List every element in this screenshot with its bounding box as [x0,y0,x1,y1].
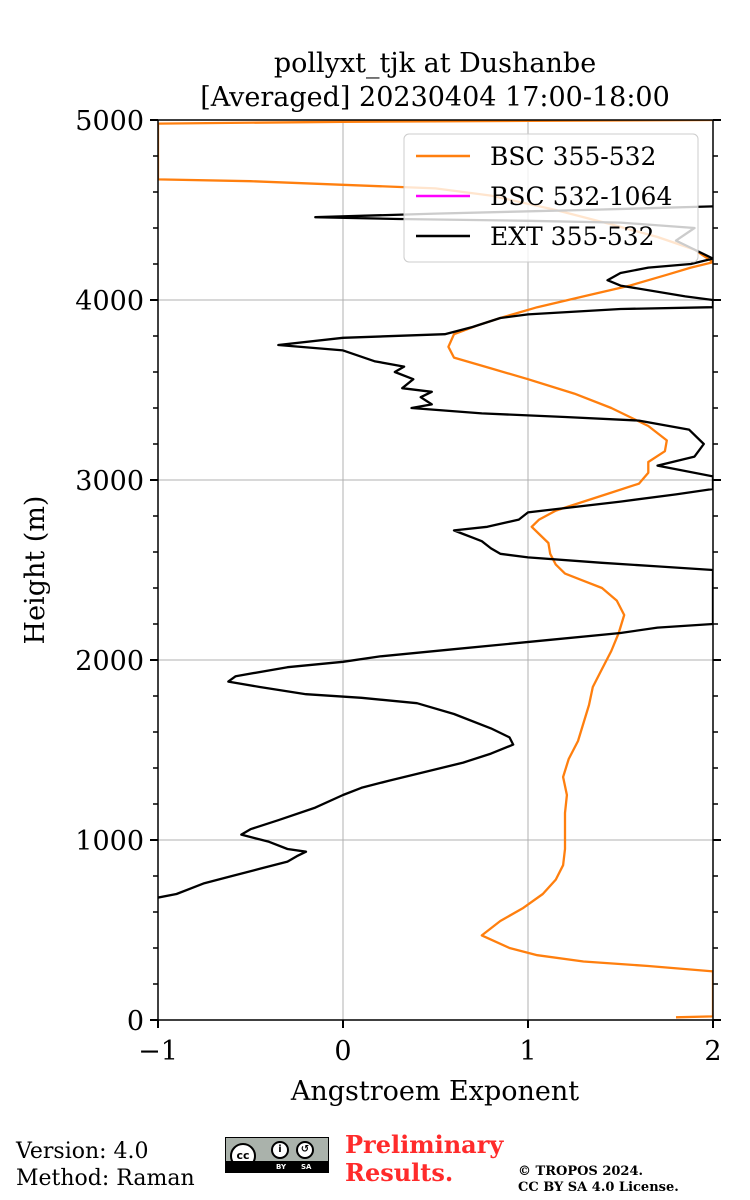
legend: BSC 355-532 BSC 532-1064 EXT 355-532 [403,133,699,263]
x-tick-label: 1 [519,1036,536,1067]
preliminary-results: Preliminary Results. [345,1131,503,1187]
y-tick-label: 1000 [75,826,144,857]
x-axis-label: Angstroem Exponent [290,1076,579,1107]
copyright-notice: © TROPOS 2024. CC BY SA 4.0 License. [518,1164,679,1196]
legend-label-bsc-355-532: BSC 355-532 [490,142,656,171]
cc-license-badge: cc i ↺ BY SA [225,1137,329,1173]
version-text: Version: 4.0 [16,1139,149,1164]
preliminary-line1: Preliminary [345,1130,504,1159]
sa-label: SA [301,1163,312,1171]
legend-label-bsc-532-1064: BSC 532-1064 [490,182,672,211]
badge-bar [226,1161,328,1172]
chart-title-line1: pollyxt_tjk at Dushanbe [274,48,596,79]
legend-box [403,133,699,263]
x-tick-label: 2 [704,1036,721,1067]
copyright-line2: CC BY SA 4.0 License. [518,1180,679,1195]
chart-title-line2: [Averaged] 20230404 17:00-18:00 [200,82,670,113]
sa-icon: ↺ [296,1141,314,1159]
y-tick-label: 3000 [75,466,144,497]
y-tick-label: 5000 [75,106,144,137]
y-axis-label: Height (m) [20,496,51,645]
plot-frame [157,119,714,1021]
x-tick-label: −1 [138,1036,178,1067]
preliminary-line2: Results. [345,1158,454,1187]
by-label: BY [276,1163,287,1171]
footer-info: Version: 4.0 Method: Raman [16,1138,195,1192]
copyright-line1: © TROPOS 2024. [518,1164,644,1179]
legend-label-ext-355-532: EXT 355-532 [490,222,655,251]
by-icon: i [271,1141,289,1159]
series-line-ext-355-532 [158,205,713,899]
y-tick-label: 0 [127,1006,144,1037]
y-tick-label: 4000 [75,286,144,317]
method-text: Method: Raman [16,1166,195,1191]
y-tick-label: 2000 [75,646,144,677]
x-tick-label: 0 [334,1036,351,1067]
